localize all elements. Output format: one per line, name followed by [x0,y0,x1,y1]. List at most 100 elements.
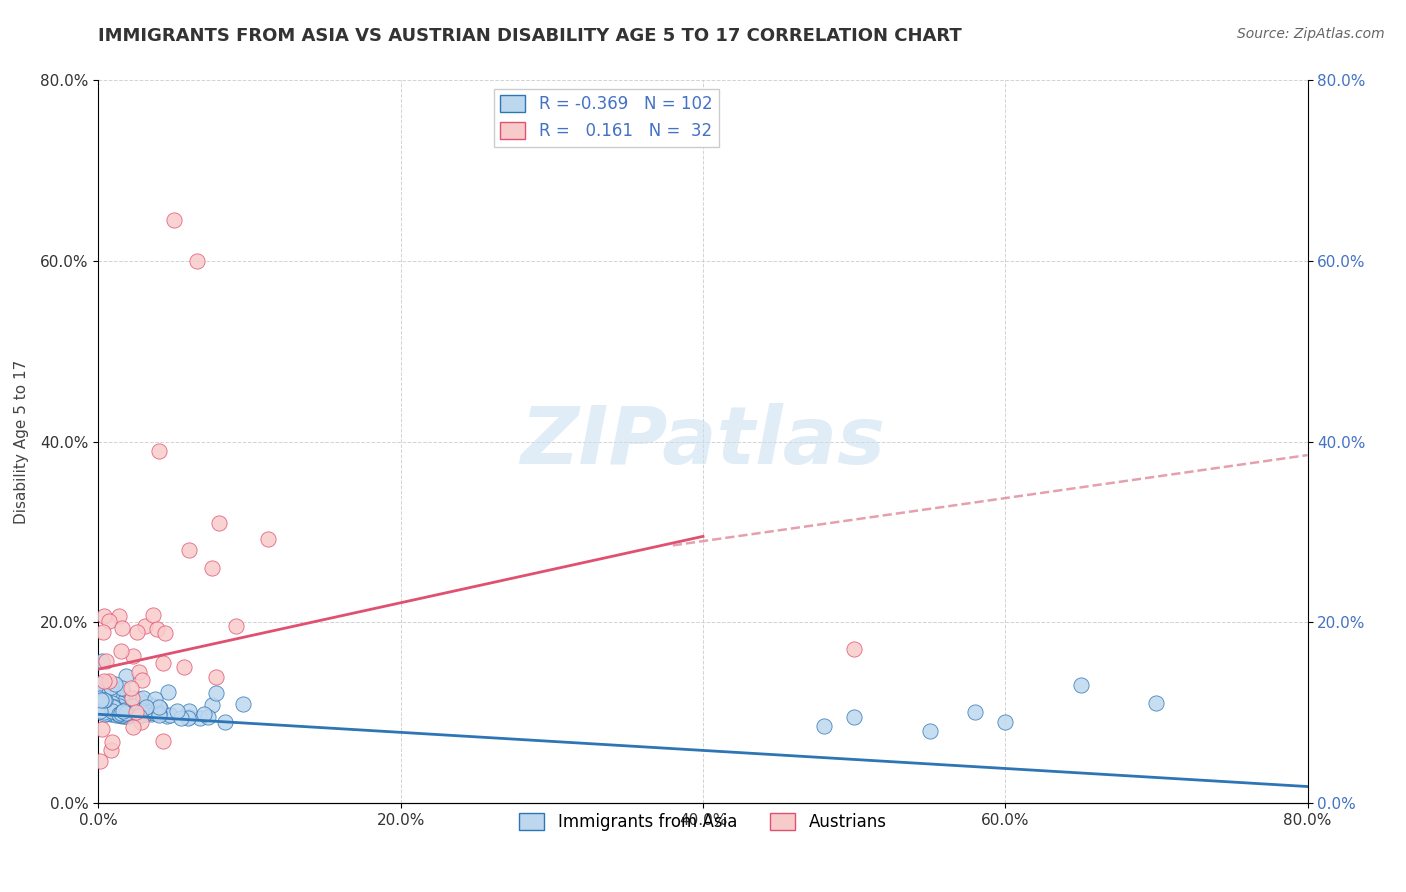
Point [104,707,127,722]
Point [100,681,122,695]
Point [110,643,132,657]
Point [197,710,219,724]
Point [111,708,134,723]
Point [110,706,132,721]
Point [208,516,231,530]
Point [93,692,115,706]
Point [125,708,148,723]
Point [225,619,247,633]
Point [111,695,134,709]
Point [143,691,166,706]
Point [101,690,124,705]
Point [188,710,211,724]
Point [111,621,134,635]
Legend: Immigrants from Asia, Austrians: Immigrants from Asia, Austrians [513,806,893,838]
Point [965,706,987,720]
Point [142,698,165,713]
Point [117,693,139,707]
Point [170,711,193,725]
Point [107,698,129,713]
Point [115,706,138,721]
Point [105,702,128,716]
Point [97,674,120,689]
Point [134,618,156,632]
Point [89,698,111,712]
Point [108,702,131,716]
Point [148,706,170,720]
Point [91,624,114,639]
Point [131,673,153,687]
Point [96,681,118,696]
Text: ZIPatlas: ZIPatlas [520,402,886,481]
Point [136,696,159,710]
Point [232,698,254,712]
Point [844,642,866,657]
Point [256,532,278,546]
Point [148,443,170,458]
Point [173,659,195,673]
Point [1070,678,1092,692]
Point [918,723,941,738]
Point [103,699,125,714]
Point [143,706,166,720]
Point [138,702,160,716]
Point [179,710,201,724]
Point [177,705,200,719]
Point [117,708,139,723]
Point [101,735,124,749]
Point [103,700,125,714]
Point [152,734,174,748]
Point [134,707,156,722]
Point [153,626,176,640]
Point [138,706,160,720]
Point [112,703,135,717]
Point [93,690,115,705]
Point [90,692,112,706]
Point [121,691,143,706]
Point [120,681,142,695]
Point [100,743,122,757]
Point [205,670,228,684]
Point [111,686,134,700]
Point [128,665,150,679]
Point [201,561,224,575]
Point [89,677,111,691]
Point [104,688,127,702]
Point [100,706,122,721]
Point [120,700,142,714]
Point [111,681,134,696]
Point [131,701,153,715]
Point [145,623,167,637]
Text: IMMIGRANTS FROM ASIA VS AUSTRIAN DISABILITY AGE 5 TO 17 CORRELATION CHART: IMMIGRANTS FROM ASIA VS AUSTRIAN DISABIL… [98,27,962,45]
Point [101,704,124,718]
Point [100,706,122,720]
Point [193,707,215,722]
Point [101,686,124,700]
Point [94,707,117,722]
Point [105,690,128,704]
Point [91,654,114,668]
Point [114,708,136,723]
Point [122,707,145,722]
Point [115,669,138,683]
Point [135,700,157,714]
Point [129,705,152,719]
Point [132,690,155,705]
Point [96,654,118,668]
Point [108,608,131,623]
Point [214,714,236,729]
Point [114,708,136,723]
Point [104,676,127,690]
Point [104,705,127,719]
Point [135,706,157,720]
Point [108,696,131,710]
Point [177,711,200,725]
Point [89,704,111,718]
Point [93,674,115,689]
Point [90,676,112,690]
Point [844,710,866,724]
Point [110,708,132,723]
Point [159,708,181,723]
Point [166,705,188,719]
Point [139,706,162,721]
